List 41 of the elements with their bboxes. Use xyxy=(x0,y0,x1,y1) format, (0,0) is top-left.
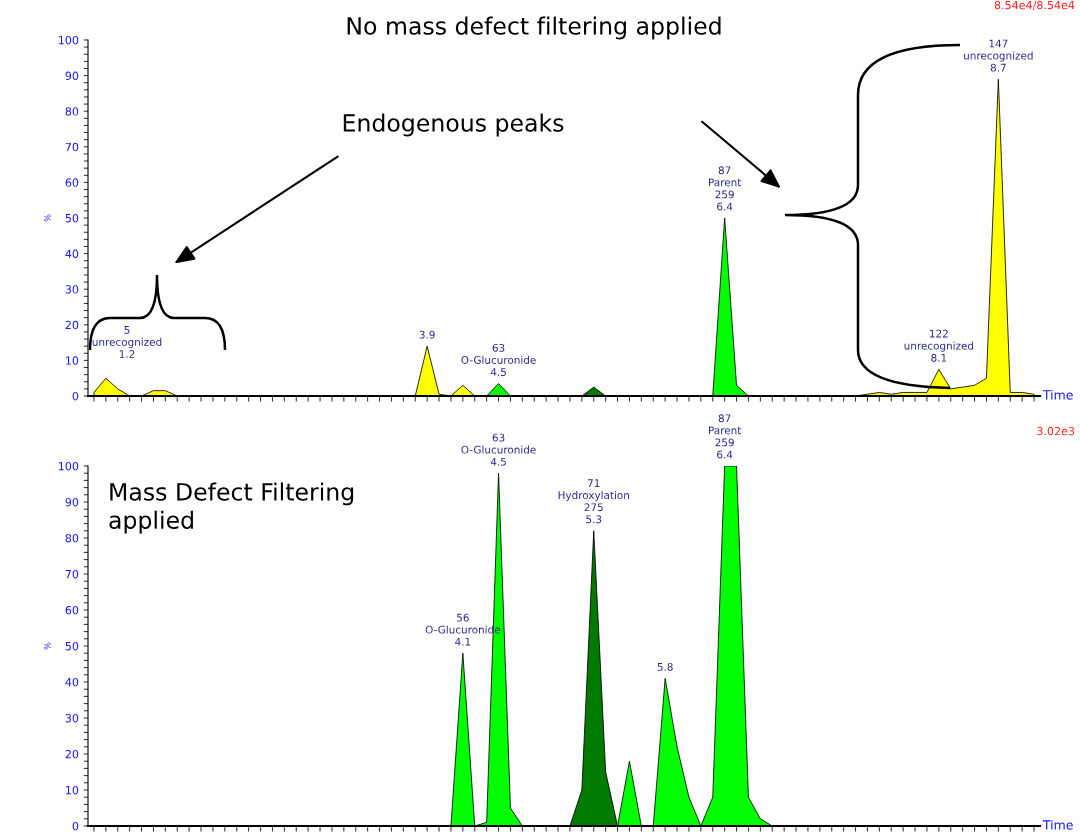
y-tick-label: 50 xyxy=(65,213,79,223)
y-tick-label: 80 xyxy=(65,533,79,543)
annotation: 5.8 xyxy=(657,662,673,671)
y-tick-label: 30 xyxy=(65,285,79,294)
y-tick-label: 40 xyxy=(65,677,79,687)
annotation: 3.9 xyxy=(419,330,435,339)
annotation: Endogenous peaks xyxy=(343,113,564,137)
y-tick-label: 20 xyxy=(65,749,79,759)
y-tick-label: 10 xyxy=(66,785,79,795)
y-tick-label: 10 xyxy=(66,356,79,365)
y-tick-label: 30 xyxy=(65,713,79,723)
y-tick-label: 70 xyxy=(65,569,79,579)
x-axis-title: Time xyxy=(1042,819,1073,830)
y-tick-label: 20 xyxy=(65,320,79,330)
annotation: 5 unrecognized 1.2 xyxy=(92,326,162,358)
x-axis-title: Time xyxy=(1042,389,1073,400)
y-tick-label: 60 xyxy=(65,605,79,615)
text: 8.54e4/8.54e4 xyxy=(994,0,1075,11)
y-tick-label: 40 xyxy=(65,249,79,258)
y-axis-title: % xyxy=(44,214,51,222)
annotation: 87 Parent 259 6.4 xyxy=(709,166,742,211)
y-tick-label: 100 xyxy=(58,35,79,45)
y-tick-label: 60 xyxy=(65,178,79,187)
annotation: 63 O-Glucuronide 4.5 xyxy=(461,433,536,466)
y-axis-title: % xyxy=(44,642,51,650)
annotation: Mass Defect Filtering applied xyxy=(109,482,354,534)
y-tick-label: 70 xyxy=(65,142,79,152)
annotation: 147 unrecognized 8.7 xyxy=(964,39,1033,72)
y-tick-label: 80 xyxy=(65,107,79,116)
y-tick-label: 50 xyxy=(65,641,79,651)
annotation: 63 O-Glucuronide 4.5 xyxy=(461,343,536,376)
annotation: 122 unrecognized 8.1 xyxy=(904,329,974,362)
y-tick-label: 90 xyxy=(65,71,79,80)
annotation: 71 Hydroxylation 275 5.3 xyxy=(558,479,629,524)
text: 3.02e3 xyxy=(1037,426,1075,436)
annotation: 87 Parent 259 6.4 xyxy=(709,414,742,459)
y-tick-label: 90 xyxy=(65,497,79,507)
y-tick-label: 100 xyxy=(58,461,79,471)
y-tick-label: 0 xyxy=(72,391,79,401)
chart-title: No mass defect filtering applied xyxy=(347,16,721,40)
y-tick-label: 0 xyxy=(72,821,79,831)
